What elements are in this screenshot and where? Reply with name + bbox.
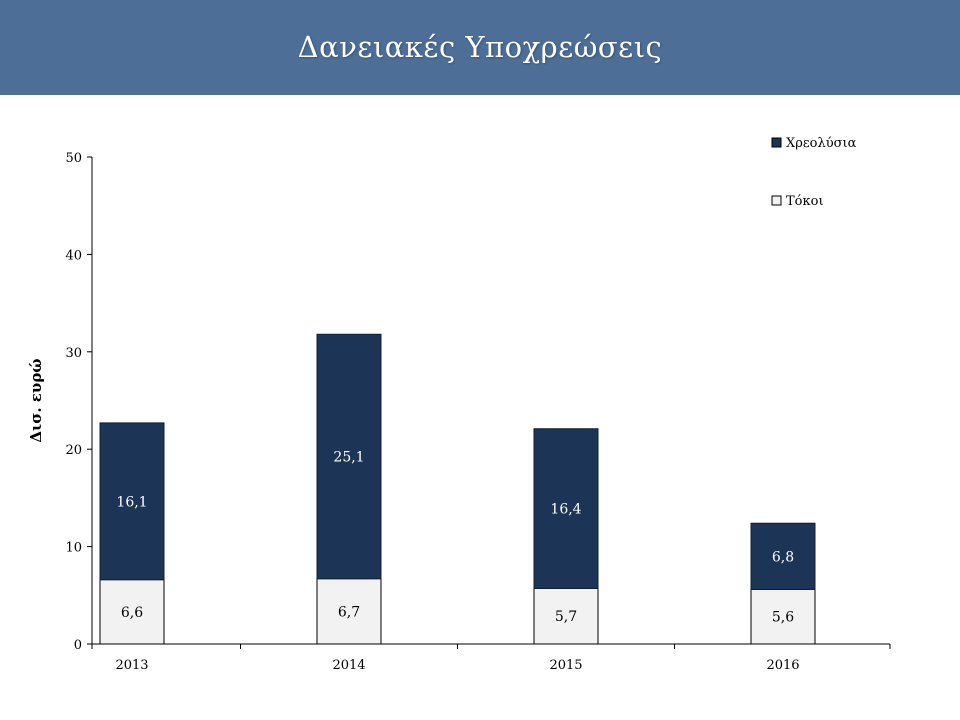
- bar-segment-chreolysia: [316, 333, 382, 580]
- x-tick-label: 2013: [115, 658, 148, 673]
- legend-label: Τόκοι: [786, 194, 824, 209]
- y-tick-label: 50: [65, 151, 82, 166]
- slide-title: Δανειακές Υποχρεώσεις: [297, 30, 663, 64]
- y-tick-label: 20: [65, 443, 82, 458]
- bar-segment-tokoi: [316, 578, 382, 645]
- y-tick-label: 10: [65, 541, 82, 556]
- legend-swatch: [771, 137, 782, 148]
- data-label: 6,8: [772, 549, 794, 565]
- data-label: 5,7: [555, 609, 577, 625]
- bar-segment-chreolysia: [533, 428, 599, 589]
- stacked-bar-chart: 0 10 20 30 40 50 Δισ. ευρώ 6,6 16,1 2013 6,7 25,1 20…: [27, 136, 891, 673]
- bar-segment-tokoi: [750, 588, 816, 645]
- legend-label: Χρεολύσια: [786, 136, 857, 151]
- bar-segment-tokoi: [99, 579, 165, 645]
- y-axis-label: Δισ. ευρώ: [27, 358, 45, 442]
- y-tick-label: 30: [65, 346, 82, 361]
- x-tick-label: 2014: [332, 658, 365, 673]
- bar-segment-chreolysia: [750, 522, 816, 590]
- data-label: 16,4: [550, 502, 581, 518]
- slide-header: Δανειακές Υποχρεώσεις: [0, 0, 960, 95]
- data-label: 5,6: [772, 610, 794, 626]
- x-tick-label: 2016: [766, 658, 799, 673]
- x-tick-label: 2015: [549, 658, 582, 673]
- data-label: 6,7: [338, 604, 360, 620]
- data-label: 6,6: [121, 605, 143, 621]
- y-tick-label: 40: [65, 248, 82, 263]
- y-tick-label: 0: [74, 638, 82, 653]
- legend-swatch: [771, 195, 782, 206]
- bar-segment-chreolysia: [99, 422, 165, 581]
- bar-segment-tokoi: [533, 587, 599, 645]
- data-label: 16,1: [116, 494, 147, 510]
- data-label: 25,1: [333, 450, 364, 466]
